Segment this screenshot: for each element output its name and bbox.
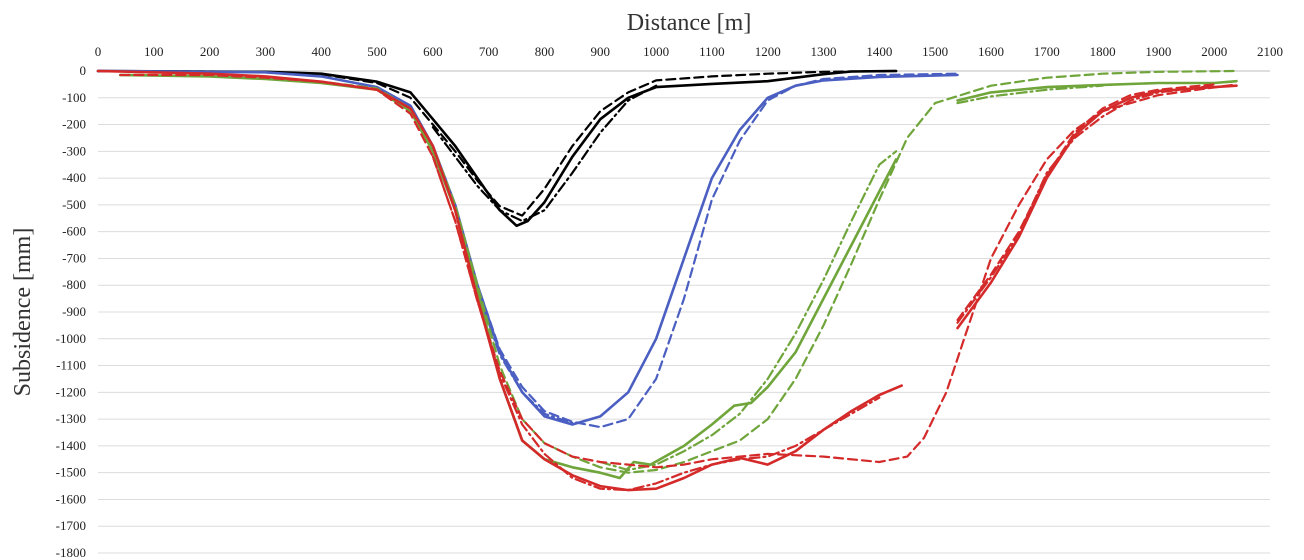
y-tick-labels: 0 -100 -200 -300 -400 -500 -600 -700 -800 -900 -10… bbox=[56, 63, 86, 560]
y-tick-label: -1800 bbox=[56, 545, 86, 560]
series-line-6 bbox=[119, 73, 898, 480]
x-tick-label: 1500 bbox=[922, 44, 948, 59]
x-tick-label: 800 bbox=[535, 44, 555, 59]
y-axis-title: Subsidence [mm] bbox=[10, 228, 36, 397]
series-line-9 bbox=[599, 150, 898, 472]
series-line-4 bbox=[431, 72, 959, 429]
y-tick-label: -1300 bbox=[56, 411, 86, 426]
x-tick-label: 600 bbox=[423, 44, 443, 59]
y-tick-label: -800 bbox=[62, 277, 86, 292]
x-tick-labels: 0 100 200 300 400 500 600 700 800 900 1000 1100 1200… bbox=[95, 44, 1283, 59]
x-tick-label: 1200 bbox=[755, 44, 781, 59]
gridlines bbox=[98, 70, 1270, 554]
x-tick-label: 1100 bbox=[699, 44, 725, 59]
series-line-13 bbox=[119, 73, 1238, 469]
series-line-2 bbox=[431, 84, 658, 223]
x-tick-label: 200 bbox=[200, 44, 220, 59]
x-tick-label: 900 bbox=[591, 44, 611, 59]
series-line-11 bbox=[96, 69, 904, 492]
y-tick-label: -400 bbox=[62, 170, 86, 185]
series-line-15 bbox=[431, 155, 881, 492]
y-tick-label: -1400 bbox=[56, 438, 86, 453]
y-tick-label: -900 bbox=[62, 304, 86, 319]
x-tick-label: 1800 bbox=[1090, 44, 1116, 59]
y-tick-label: -1000 bbox=[56, 331, 86, 346]
series-line-5 bbox=[454, 209, 574, 425]
y-tick-label: -600 bbox=[62, 224, 86, 239]
series-line-0 bbox=[96, 69, 898, 228]
x-tick-label: 1700 bbox=[1034, 44, 1060, 59]
x-tick-label: 400 bbox=[311, 44, 331, 59]
x-axis-title: Distance [m] bbox=[627, 10, 752, 36]
y-tick-label: -1500 bbox=[56, 465, 86, 480]
x-tick-label: 500 bbox=[367, 44, 387, 59]
series-lines bbox=[96, 69, 1238, 492]
x-tick-label: 300 bbox=[256, 44, 276, 59]
x-tick-label: 1000 bbox=[643, 44, 669, 59]
y-tick-label: -1100 bbox=[56, 358, 86, 373]
x-tick-label: 0 bbox=[95, 44, 102, 59]
x-tick-label: 700 bbox=[479, 44, 499, 59]
x-tick-label: 2100 bbox=[1257, 44, 1283, 59]
x-tick-label: 1400 bbox=[866, 44, 892, 59]
x-tick-label: 1600 bbox=[978, 44, 1004, 59]
y-tick-label: -100 bbox=[62, 90, 86, 105]
y-tick-label: -300 bbox=[62, 143, 86, 158]
y-tick-label: 0 bbox=[80, 63, 87, 78]
x-tick-label: 1300 bbox=[811, 44, 837, 59]
x-tick-label: 2000 bbox=[1201, 44, 1227, 59]
y-tick-label: -1600 bbox=[56, 491, 86, 506]
y-tick-label: -200 bbox=[62, 117, 86, 132]
series-line-16 bbox=[956, 84, 1216, 324]
series-line-1 bbox=[96, 69, 898, 217]
y-tick-label: -1200 bbox=[56, 384, 86, 399]
series-line-3 bbox=[96, 69, 959, 426]
y-tick-label: -500 bbox=[62, 197, 86, 212]
series-line-14 bbox=[956, 83, 1216, 322]
x-tick-label: 100 bbox=[144, 44, 164, 59]
y-tick-label: -700 bbox=[62, 250, 86, 265]
x-tick-label: 1900 bbox=[1145, 44, 1171, 59]
series-line-10 bbox=[956, 84, 1104, 105]
y-tick-label: -1700 bbox=[56, 518, 86, 533]
